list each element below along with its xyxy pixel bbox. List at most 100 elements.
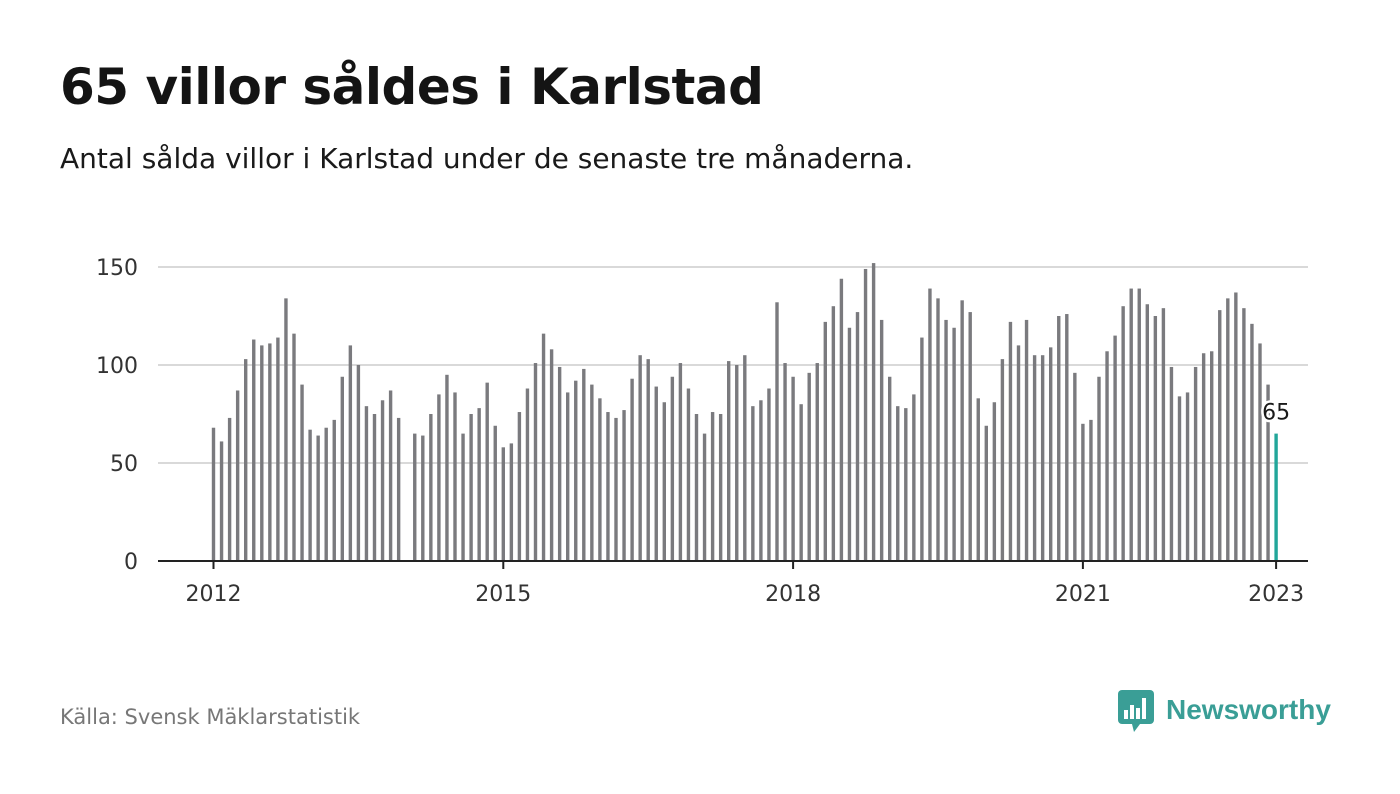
bar: [308, 429, 312, 561]
y-tick-label: 50: [110, 452, 138, 477]
bar: [332, 419, 336, 561]
newsworthy-logo-icon: [1118, 690, 1154, 732]
bar: [783, 363, 787, 561]
bar: [1057, 316, 1061, 561]
bar: [1073, 372, 1077, 561]
bar: [670, 376, 675, 561]
bar: [1210, 351, 1214, 561]
bar: [1137, 288, 1141, 561]
bar: [855, 312, 860, 561]
bar: [928, 288, 932, 561]
bar: [879, 319, 884, 561]
bar: [751, 406, 755, 561]
bar: [791, 376, 795, 561]
x-tick-label: 2021: [1055, 582, 1111, 607]
bar: [590, 384, 594, 561]
bar: [1024, 319, 1029, 561]
bar: [533, 363, 538, 561]
bar: [541, 333, 546, 561]
bar: [300, 384, 304, 561]
bar: [252, 339, 256, 561]
x-tick-label: 2018: [765, 582, 821, 607]
bar: [219, 441, 224, 561]
bar: [413, 433, 417, 561]
bar: [445, 374, 449, 561]
bar: [1218, 310, 1222, 561]
bar: [702, 433, 707, 561]
bar: [276, 337, 280, 561]
bar: [348, 345, 353, 561]
bar: [525, 388, 530, 561]
bar: [1169, 366, 1174, 561]
bar: [871, 263, 876, 561]
bar: [340, 376, 344, 561]
bar: [896, 406, 900, 561]
bar: [421, 435, 425, 561]
bar: [694, 414, 699, 561]
bar: [1105, 351, 1109, 561]
bar: [324, 427, 328, 561]
bar: [1153, 316, 1158, 561]
bar: [815, 363, 819, 561]
bar: [654, 386, 658, 561]
bar: [437, 394, 441, 561]
y-tick-label: 150: [96, 256, 138, 281]
bar: [235, 390, 240, 561]
bar: [244, 359, 248, 561]
bar: [718, 414, 723, 561]
bar: [364, 406, 369, 561]
bar: [614, 417, 618, 561]
bar: [227, 417, 232, 561]
bar: [1258, 343, 1262, 561]
bar: [388, 390, 393, 561]
bar: [380, 400, 385, 561]
bar: [260, 345, 264, 561]
bar: [823, 321, 827, 561]
bar: [1193, 366, 1198, 561]
bar: [775, 302, 779, 561]
bar: [1000, 359, 1005, 561]
bar: [863, 268, 868, 561]
bar: [1266, 384, 1270, 561]
bar: [992, 402, 997, 561]
bar: [316, 435, 320, 561]
bar: [622, 410, 626, 561]
bar: [356, 365, 361, 561]
bar: [292, 333, 296, 561]
bar: [686, 388, 691, 561]
bar: [582, 368, 586, 561]
bar: [904, 408, 908, 561]
bar: [799, 404, 803, 561]
bar: [638, 355, 642, 561]
bar: [968, 312, 972, 561]
bar: [1089, 419, 1093, 561]
bar: [807, 372, 811, 561]
bar: [1161, 308, 1166, 561]
x-tick-label: 2023: [1248, 582, 1304, 607]
bar: [759, 400, 763, 561]
bar: [396, 417, 401, 561]
bar: [630, 378, 634, 561]
bar: [574, 380, 578, 561]
bar: [678, 363, 683, 561]
y-tick-label: 100: [96, 354, 138, 379]
bar: [1234, 292, 1238, 561]
bar: [1008, 321, 1013, 561]
bar: [372, 414, 377, 561]
brand-name: Newsworthy: [1166, 694, 1331, 725]
bar: [268, 343, 272, 561]
bar: [831, 306, 836, 561]
bar: [549, 349, 554, 561]
bar: [1097, 376, 1101, 561]
bar: [1226, 298, 1230, 561]
bar: [984, 425, 988, 561]
bar: [710, 412, 715, 561]
bar: [566, 392, 570, 561]
newsworthy-logo[interactable]: Newsworthy: [1118, 688, 1331, 732]
bar: [284, 298, 288, 561]
bar: [469, 414, 473, 561]
bar: [606, 412, 610, 561]
bar: [1145, 304, 1149, 561]
bar: [509, 443, 514, 561]
